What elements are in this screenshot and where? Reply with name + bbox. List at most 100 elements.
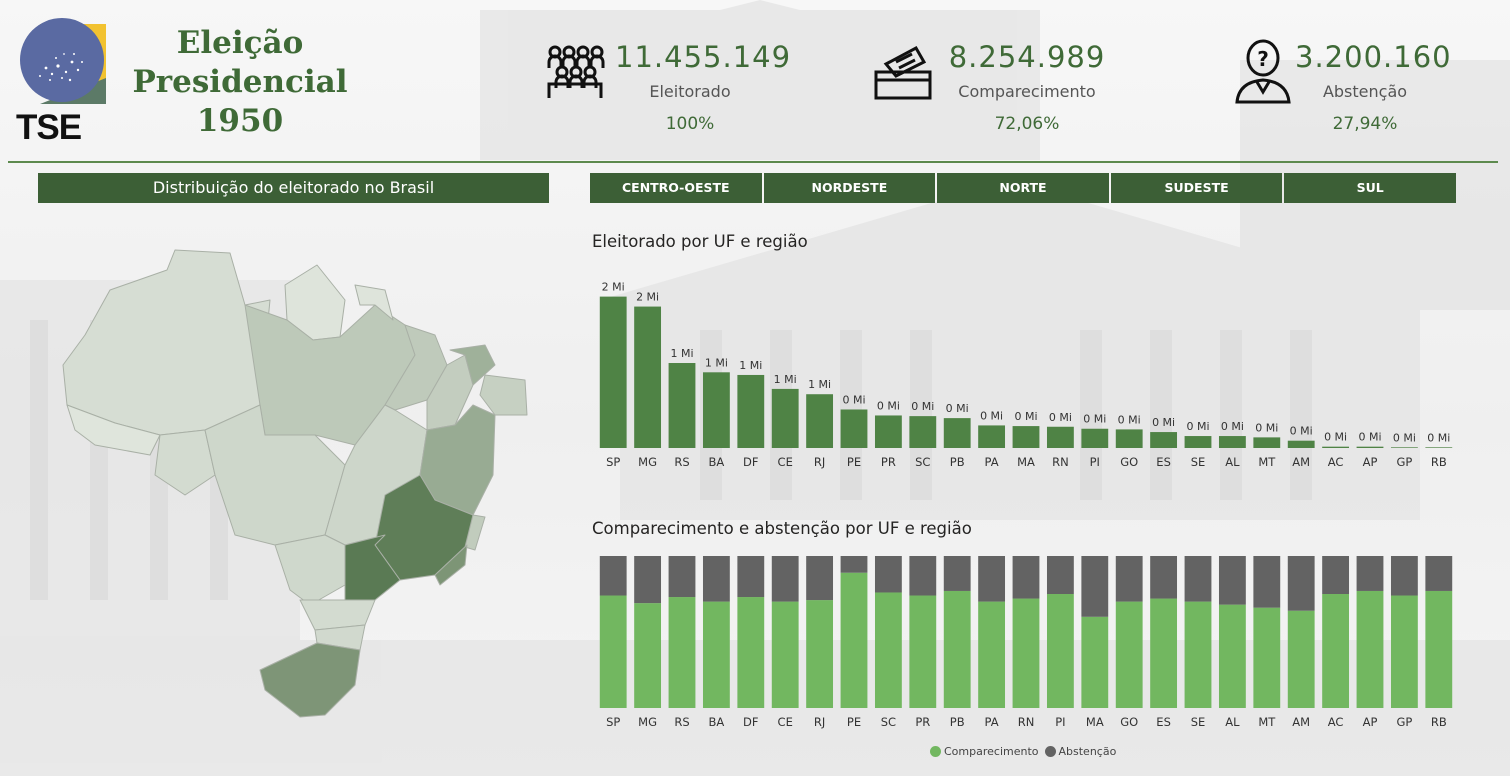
stack-abstencao-MG[interactable] bbox=[634, 556, 662, 604]
bar-RN[interactable] bbox=[1046, 426, 1074, 448]
brazil-map[interactable] bbox=[55, 245, 535, 725]
stack-comparecimento-SP[interactable] bbox=[599, 595, 627, 708]
bar-MA[interactable] bbox=[1012, 426, 1040, 448]
stack-abstencao-PB[interactable] bbox=[943, 556, 971, 591]
bar-CE[interactable] bbox=[771, 388, 799, 448]
stack-comparecimento-PR[interactable] bbox=[909, 595, 937, 708]
bar-AC[interactable] bbox=[1322, 446, 1350, 448]
stack-comparecimento-GP[interactable] bbox=[1390, 595, 1418, 708]
bar-AP[interactable] bbox=[1356, 446, 1384, 448]
stack-comparecimento-MA[interactable] bbox=[1081, 616, 1109, 708]
data-label-MG: 2 Mi bbox=[636, 291, 659, 304]
bar-RS[interactable] bbox=[668, 363, 696, 448]
stack-abstencao-AP[interactable] bbox=[1356, 556, 1384, 591]
stack-comparecimento-ES[interactable] bbox=[1150, 598, 1178, 708]
stack-abstencao-DF[interactable] bbox=[737, 556, 765, 598]
bar-PR[interactable] bbox=[874, 415, 902, 448]
stack-comparecimento-AL[interactable] bbox=[1218, 604, 1246, 708]
map-state-CE[interactable] bbox=[449, 344, 496, 386]
stack-abstencao-RJ[interactable] bbox=[806, 556, 834, 601]
map-state-AM[interactable] bbox=[62, 249, 271, 436]
legend-item-abstencao[interactable]: Abstenção bbox=[1044, 745, 1116, 758]
stack-abstencao-RS[interactable] bbox=[668, 556, 696, 598]
stack-comparecimento-RN[interactable] bbox=[1012, 598, 1040, 708]
stack-comparecimento-GO[interactable] bbox=[1115, 601, 1143, 708]
stack-abstencao-PE[interactable] bbox=[840, 556, 868, 573]
bar-PI[interactable] bbox=[1081, 428, 1109, 448]
stack-comparecimento-AM[interactable] bbox=[1287, 610, 1315, 708]
bar-ES[interactable] bbox=[1150, 432, 1178, 448]
stack-comparecimento-MG[interactable] bbox=[634, 603, 662, 708]
stack-abstencao-AC[interactable] bbox=[1322, 556, 1350, 594]
stack-comparecimento-CE[interactable] bbox=[771, 601, 799, 708]
stack-comparecimento-AP[interactable] bbox=[1356, 590, 1384, 708]
bar-PA[interactable] bbox=[978, 425, 1006, 448]
bar-PE[interactable] bbox=[840, 409, 868, 448]
stack-comparecimento-PA[interactable] bbox=[978, 601, 1006, 708]
map-state-PR[interactable] bbox=[299, 599, 376, 631]
x-tick-ES: ES bbox=[1156, 455, 1171, 469]
stack-comparecimento-SE[interactable] bbox=[1184, 601, 1212, 708]
bar-GP[interactable] bbox=[1390, 447, 1418, 448]
stack-comparecimento-RB[interactable] bbox=[1425, 590, 1453, 708]
stack-comparecimento-RJ[interactable] bbox=[806, 600, 834, 708]
region-button-centro-oeste[interactable]: CENTRO-OESTE bbox=[590, 173, 762, 203]
stack-abstencao-SC[interactable] bbox=[874, 556, 902, 593]
region-button-sudeste[interactable]: SUDESTE bbox=[1110, 173, 1283, 203]
map-state-RS[interactable] bbox=[259, 642, 361, 718]
stack-comparecimento-BA[interactable] bbox=[702, 601, 730, 708]
bar-SE[interactable] bbox=[1184, 436, 1212, 448]
legend-item-comparecimento[interactable]: Comparecimento bbox=[930, 745, 1039, 758]
stack-abstencao-SE[interactable] bbox=[1184, 556, 1212, 602]
stack-abstencao-CE[interactable] bbox=[771, 556, 799, 602]
map-state-MT-south[interactable] bbox=[274, 534, 346, 606]
stack-comparecimento-RS[interactable] bbox=[668, 597, 696, 708]
stack-abstencao-AM[interactable] bbox=[1287, 556, 1315, 611]
stack-abstencao-MA[interactable] bbox=[1081, 556, 1109, 617]
stack-abstencao-PR[interactable] bbox=[909, 556, 937, 596]
data-label-ES: 0 Mi bbox=[1152, 416, 1175, 429]
stack-comparecimento-MT[interactable] bbox=[1253, 607, 1281, 708]
stack-abstencao-PI[interactable] bbox=[1046, 556, 1074, 594]
map-state-NE-coast[interactable] bbox=[479, 374, 528, 416]
region-button-sul[interactable]: SUL bbox=[1284, 173, 1456, 203]
stack-abstencao-BA[interactable] bbox=[702, 556, 730, 602]
bar-AM[interactable] bbox=[1287, 440, 1315, 448]
bar-RJ[interactable] bbox=[806, 394, 834, 448]
map-state-RO[interactable] bbox=[154, 429, 216, 496]
stack-comparecimento-PI[interactable] bbox=[1046, 594, 1074, 708]
region-button-nordeste[interactable]: NORDESTE bbox=[763, 173, 936, 203]
stack-abstencao-GO[interactable] bbox=[1115, 556, 1143, 602]
stack-abstencao-RN[interactable] bbox=[1012, 556, 1040, 599]
bar-SC[interactable] bbox=[909, 416, 937, 448]
stack-comparecimento-SC[interactable] bbox=[874, 592, 902, 708]
stack-abstencao-MT[interactable] bbox=[1253, 556, 1281, 608]
stack-abstencao-ES[interactable] bbox=[1150, 556, 1178, 599]
bar-RB[interactable] bbox=[1425, 447, 1453, 448]
map-state-SP[interactable] bbox=[344, 534, 401, 601]
bar-MG[interactable] bbox=[634, 306, 662, 448]
stack-abstencao-GP[interactable] bbox=[1390, 556, 1418, 596]
stack-comparecimento-AC[interactable] bbox=[1322, 594, 1350, 708]
stack-comparecimento-DF[interactable] bbox=[737, 597, 765, 708]
stack-abstencao-AL[interactable] bbox=[1218, 556, 1246, 605]
map-state-RJ[interactable] bbox=[434, 544, 468, 586]
map-state-MA[interactable] bbox=[384, 324, 448, 411]
map-state-AP[interactable] bbox=[354, 284, 394, 321]
x-tick-RS: RS bbox=[674, 455, 689, 469]
map-state-ES[interactable] bbox=[464, 514, 486, 551]
bar-PB[interactable] bbox=[943, 418, 971, 448]
stack-comparecimento-PB[interactable] bbox=[943, 590, 971, 708]
bar-DF[interactable] bbox=[737, 374, 765, 448]
stack-abstencao-SP[interactable] bbox=[599, 556, 627, 596]
stack-comparecimento-PE[interactable] bbox=[840, 572, 868, 708]
map-state-AC[interactable] bbox=[66, 404, 161, 456]
stack-abstencao-RB[interactable] bbox=[1425, 556, 1453, 591]
bar-GO[interactable] bbox=[1115, 429, 1143, 448]
bar-AL[interactable] bbox=[1218, 436, 1246, 448]
bar-BA[interactable] bbox=[702, 372, 730, 448]
bar-SP[interactable] bbox=[599, 296, 627, 448]
bar-MT[interactable] bbox=[1253, 437, 1281, 448]
region-button-norte[interactable]: NORTE bbox=[937, 173, 1109, 203]
stack-abstencao-PA[interactable] bbox=[978, 556, 1006, 602]
